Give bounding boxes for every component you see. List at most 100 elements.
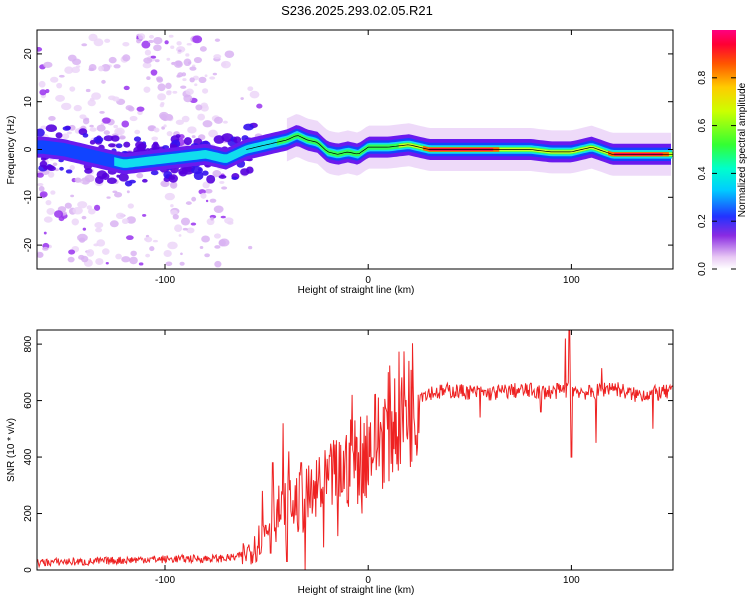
- noise-blob: [104, 38, 111, 43]
- snr-x-label: Height of straight line (km): [298, 585, 415, 596]
- noise-blob: [154, 59, 160, 63]
- y-tick-label: -10: [23, 190, 34, 205]
- noise-blob: [37, 251, 44, 258]
- x-tick-label: 0: [365, 275, 371, 286]
- noise-blob: [122, 42, 130, 47]
- noise-blob: [166, 130, 173, 137]
- noise-blob: [218, 239, 226, 247]
- noise-blob: [175, 60, 182, 67]
- noise-blob: [164, 40, 169, 45]
- signal-blob: [142, 178, 148, 183]
- spectrogram-image: [37, 33, 673, 268]
- signal-blob: [206, 174, 216, 184]
- noise-blob: [174, 224, 183, 233]
- noise-blob: [214, 116, 223, 124]
- noise-blob: [202, 88, 209, 94]
- noise-blob: [152, 239, 158, 243]
- y-tick-label: 800: [23, 335, 34, 352]
- noise-blob: [68, 124, 76, 131]
- noise-blob: [208, 129, 218, 138]
- signal-blob: [108, 143, 116, 148]
- noise-blob: [172, 90, 178, 94]
- noise-blob: [157, 83, 166, 92]
- noise-blob: [126, 190, 130, 194]
- noise-blob: [219, 180, 225, 184]
- noise-blob: [170, 204, 174, 208]
- noise-blob: [153, 36, 163, 45]
- noise-blob: [179, 261, 185, 266]
- noise-blob: [178, 234, 182, 237]
- noise-blob: [172, 213, 179, 220]
- noise-blob: [148, 34, 155, 39]
- noise-blob: [71, 218, 80, 226]
- noise-blob: [175, 119, 184, 125]
- noise-blob: [113, 124, 119, 129]
- noise-blob: [72, 206, 83, 215]
- noise-blob: [213, 54, 222, 60]
- noise-blob: [220, 215, 226, 219]
- noise-blob: [71, 66, 81, 74]
- noise-blob: [82, 118, 90, 125]
- signal-blob: [65, 169, 73, 174]
- noise-blob: [145, 253, 151, 258]
- noise-blob: [39, 89, 47, 96]
- y-tick-label: 10: [23, 96, 34, 108]
- noise-blob: [160, 113, 167, 121]
- signal-blob: [150, 170, 159, 176]
- noise-blob: [176, 41, 182, 46]
- noise-blob: [81, 215, 87, 220]
- noise-blob: [202, 120, 213, 128]
- y-tick-label: 20: [23, 48, 34, 60]
- noise-blob: [256, 103, 263, 109]
- noise-blob: [61, 102, 72, 111]
- noise-blob: [182, 78, 187, 82]
- signal-blob: [55, 132, 63, 139]
- x-tick-label: 100: [563, 575, 580, 586]
- noise-blob: [170, 45, 175, 49]
- noise-blob: [186, 42, 192, 46]
- noise-blob: [37, 172, 44, 178]
- signal-blob: [123, 141, 131, 148]
- colorbar-tick-label: 0.0: [697, 262, 708, 276]
- noise-blob: [95, 227, 103, 233]
- signal-blob: [82, 133, 89, 138]
- noise-blob: [163, 124, 167, 128]
- noise-blob: [204, 253, 210, 258]
- noise-blob: [187, 126, 197, 134]
- noise-blob: [55, 94, 65, 102]
- noise-blob: [181, 72, 187, 77]
- y-tick-label: 400: [23, 448, 34, 465]
- signal-blob: [168, 174, 178, 183]
- noise-blob: [70, 194, 75, 198]
- noise-blob: [87, 99, 96, 107]
- noise-blob: [121, 120, 130, 128]
- noise-blob: [64, 202, 72, 209]
- noise-blob: [156, 76, 163, 82]
- noise-blob: [88, 33, 98, 42]
- noise-blob: [141, 40, 151, 49]
- noise-blob: [159, 103, 165, 108]
- colorbar-tick-label: 0.6: [697, 118, 708, 132]
- noise-blob: [210, 217, 214, 221]
- noise-blob: [89, 127, 97, 132]
- noise-blob: [189, 77, 195, 83]
- noise-blob: [75, 65, 81, 68]
- noise-blob: [167, 241, 178, 250]
- noise-blob: [180, 252, 183, 256]
- y-tick-label: 0: [23, 567, 34, 573]
- signal-blob: [135, 141, 145, 149]
- noise-blob: [165, 90, 172, 96]
- noise-blob: [66, 131, 73, 135]
- signal-blob: [218, 174, 227, 179]
- noise-blob: [102, 117, 111, 124]
- noise-blob: [129, 115, 138, 122]
- x-tick-label: 100: [563, 275, 580, 286]
- noise-blob: [197, 113, 206, 121]
- noise-blob: [38, 80, 46, 88]
- noise-blob: [183, 58, 192, 67]
- noise-blob: [157, 93, 167, 101]
- signal-blob: [106, 177, 117, 184]
- signal-blob: [183, 137, 192, 146]
